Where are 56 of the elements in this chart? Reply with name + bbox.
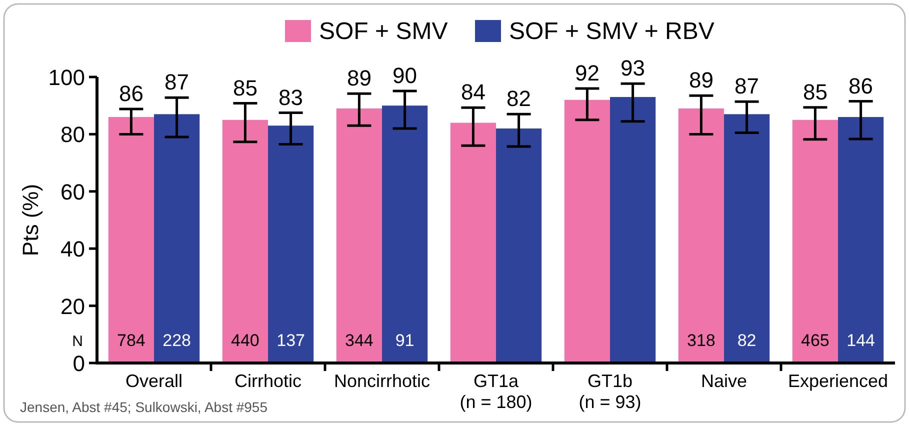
data-label: 83 — [278, 84, 304, 110]
bar — [268, 126, 314, 363]
annotation: 344 — [345, 331, 374, 350]
data-label: 89 — [688, 68, 714, 93]
data-label: 86 — [848, 73, 874, 98]
legend-label: SOF + SMV + RBV — [509, 18, 714, 45]
data-label: 84 — [460, 80, 486, 105]
bar — [678, 108, 724, 363]
x-tick-label: Overall — [125, 371, 183, 391]
bar — [154, 114, 200, 363]
y-tick-label: 20 — [60, 294, 85, 319]
data-label: 85 — [232, 75, 258, 100]
data-label: 87 — [734, 74, 760, 99]
data-label: 82 — [506, 86, 532, 112]
bar — [382, 106, 428, 363]
data-label: 85 — [802, 79, 828, 104]
data-label: 86 — [118, 81, 144, 106]
x-tick-label: Experienced — [788, 371, 888, 391]
y-axis-title: Pts (%) — [18, 184, 43, 256]
bar — [450, 122, 496, 363]
bar — [724, 114, 770, 363]
bar — [610, 97, 656, 363]
bar — [222, 120, 268, 363]
annotation: 228 — [162, 331, 191, 350]
x-tick-label: Naive — [700, 371, 748, 391]
data-label: 87 — [164, 70, 190, 95]
annotation: 440 — [231, 331, 260, 350]
y-tick-label: 60 — [60, 179, 85, 204]
x-tick-label: GT1b (n = 93) — [578, 371, 642, 412]
annotation: 144 — [846, 331, 875, 350]
annotation: 465 — [801, 331, 830, 350]
x-tick-label: GT1a (n = 180) — [460, 371, 532, 412]
annotation: 318 — [687, 331, 716, 350]
data-label: 89 — [346, 66, 372, 91]
annotation: 784 — [117, 331, 146, 350]
annotation: 82 — [737, 331, 756, 350]
bar — [496, 128, 542, 363]
bar — [792, 120, 838, 363]
data-label: 92 — [574, 60, 600, 86]
text: N — [72, 333, 83, 350]
annotation: 91 — [395, 331, 414, 350]
data-label: 90 — [392, 63, 418, 88]
bar — [108, 117, 154, 363]
legend-label: SOF + SMV — [319, 18, 448, 45]
y-tick-label: 40 — [60, 236, 85, 262]
text: Jensen, Abst #45; Sulkowski, Abst #955 — [20, 399, 268, 415]
x-tick-label: Cirrhotic — [234, 371, 302, 391]
data-label: 93 — [620, 56, 646, 81]
annotation: 137 — [276, 331, 305, 350]
y-tick-label: 100 — [48, 65, 85, 90]
bar — [564, 100, 610, 363]
x-tick-label: Noncirrhotic — [334, 371, 430, 391]
y-tick-label: 80 — [60, 122, 85, 148]
bar — [838, 117, 884, 363]
y-tick-label: 0 — [72, 351, 85, 376]
bar — [336, 108, 382, 363]
